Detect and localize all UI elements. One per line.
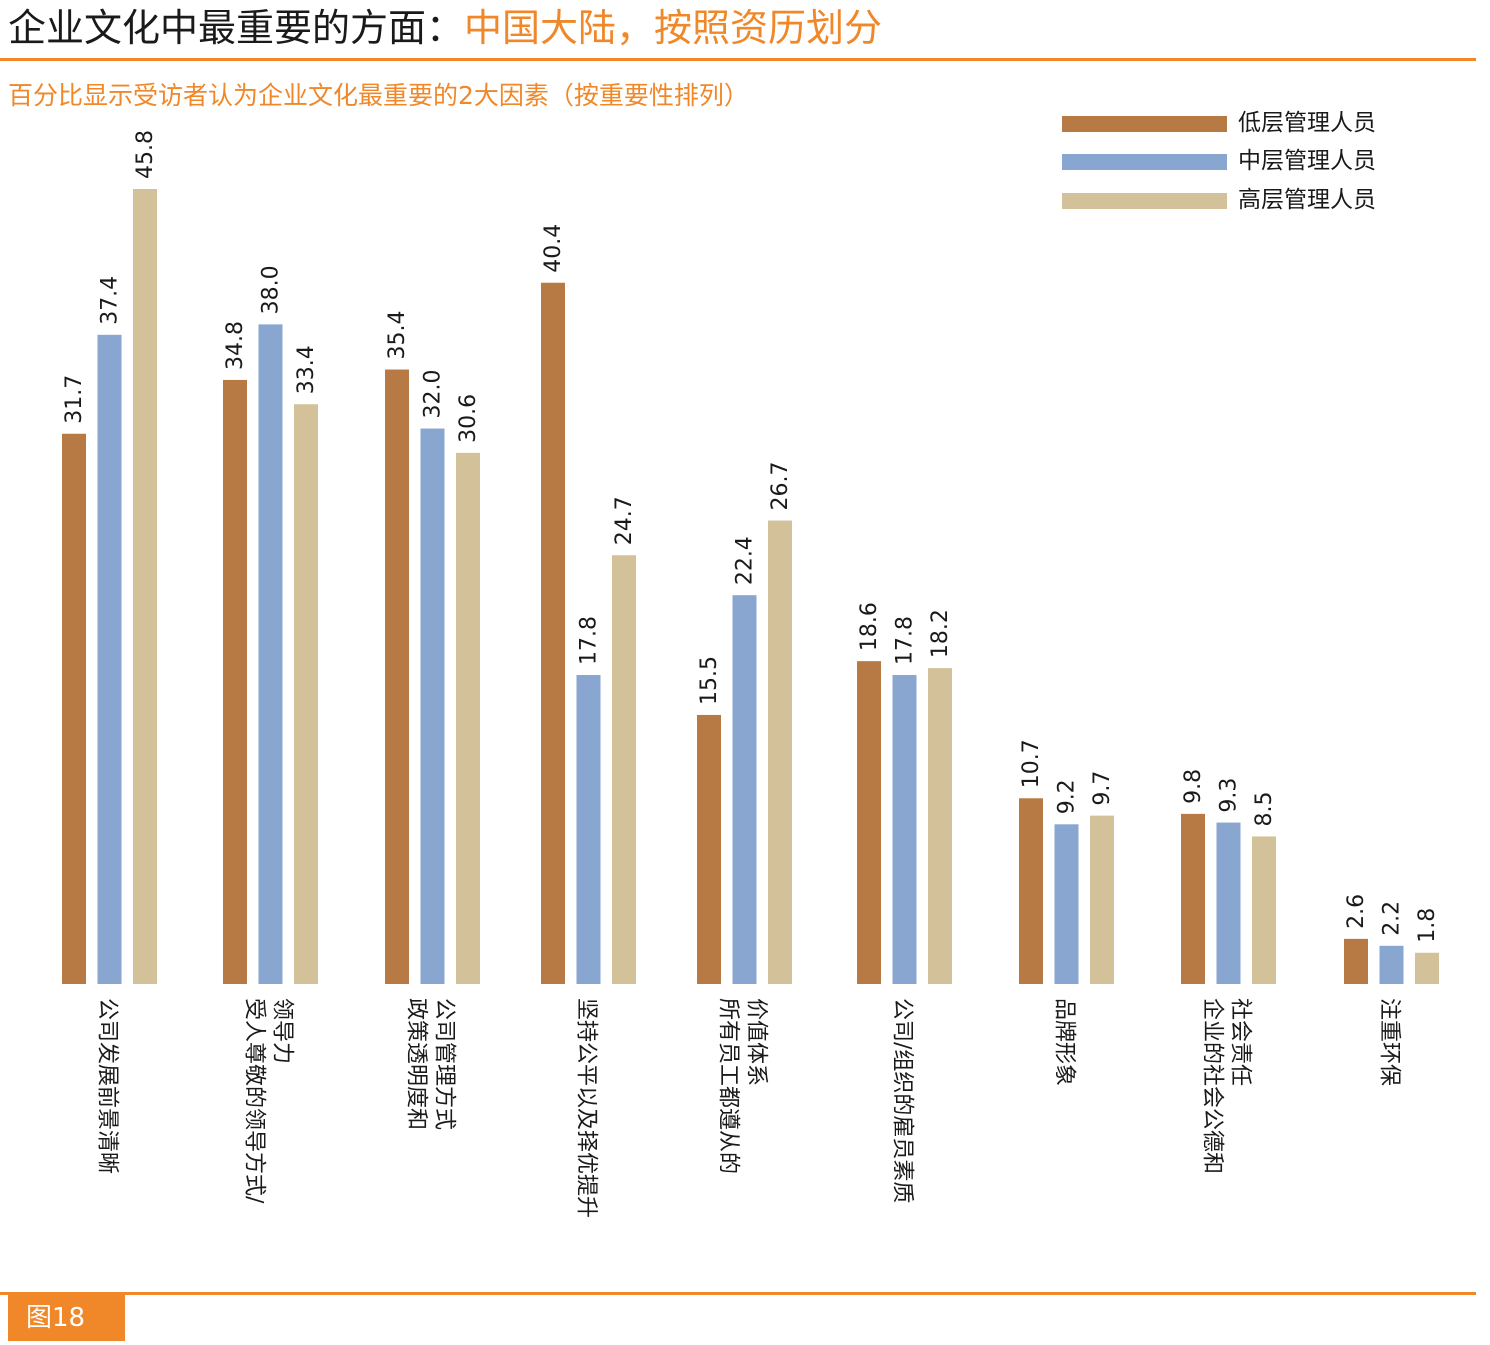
bar-chart: 31.7 37.4 45.8 公司发展前景清晰 34.8 38.0 33.4 受人尊敬的领导方… bbox=[62, 130, 1440, 1218]
bar-junior-7 bbox=[1019, 798, 1043, 984]
value-label-middle-9: 2.2 bbox=[1380, 901, 1405, 936]
value-label-junior-1: 31.7 bbox=[62, 375, 87, 424]
value-label-junior-8: 9.8 bbox=[1181, 769, 1206, 804]
value-label-middle-3: 32.0 bbox=[421, 370, 446, 419]
category-label-3-line-1: 政策透明度和 bbox=[404, 998, 429, 1130]
category-label-5-line-2: 价值体系 bbox=[744, 998, 769, 1086]
bar-middle-3 bbox=[420, 428, 445, 984]
category-label-8-line-2: 社会责任 bbox=[1228, 998, 1253, 1086]
bar-senior-6 bbox=[928, 668, 952, 984]
category-label-4: 坚持公平以及择优提升 bbox=[574, 998, 599, 1218]
bar-junior-6 bbox=[857, 661, 881, 984]
value-label-senior-5: 26.7 bbox=[768, 462, 793, 511]
category-label-9: 注重环保 bbox=[1377, 998, 1402, 1086]
bar-middle-1 bbox=[97, 334, 122, 984]
bar-middle-9 bbox=[1379, 945, 1404, 984]
category-label-2-line-1: 受人尊敬的领导方式/ bbox=[242, 998, 267, 1204]
bar-junior-8 bbox=[1181, 813, 1205, 984]
bar-middle-6 bbox=[892, 675, 917, 984]
value-label-middle-7: 9.2 bbox=[1055, 779, 1080, 814]
value-label-senior-4: 24.7 bbox=[612, 496, 637, 545]
bar-junior-2 bbox=[223, 379, 247, 985]
legend-label-junior: 低层管理人员 bbox=[1238, 110, 1376, 136]
value-label-middle-4: 17.8 bbox=[577, 616, 602, 665]
category-label-8-line-1: 企业的社会公德和 bbox=[1200, 998, 1225, 1174]
value-label-senior-8: 8.5 bbox=[1252, 791, 1277, 826]
bar-middle-2 bbox=[258, 324, 283, 984]
category-label-1: 公司发展前景清晰 bbox=[95, 998, 120, 1174]
bar-senior-9 bbox=[1415, 952, 1439, 984]
bar-senior-3 bbox=[456, 452, 480, 985]
value-label-middle-2: 38.0 bbox=[259, 265, 284, 314]
value-label-senior-6: 18.2 bbox=[928, 609, 953, 658]
value-label-junior-3: 35.4 bbox=[385, 311, 410, 360]
value-label-senior-3: 30.6 bbox=[456, 394, 481, 443]
bar-middle-5 bbox=[732, 595, 757, 984]
value-label-senior-7: 9.7 bbox=[1090, 771, 1115, 806]
bar-senior-2 bbox=[294, 404, 318, 984]
chart-title-main: 企业文化中最重要的方面： bbox=[8, 6, 465, 50]
bar-middle-4 bbox=[576, 675, 601, 984]
legend-swatch-middle bbox=[1062, 154, 1227, 170]
legend-label-senior: 高层管理人员 bbox=[1238, 187, 1376, 213]
value-label-middle-5: 22.4 bbox=[733, 536, 758, 585]
chart-title-accent: 中国大陆，按照资历划分 bbox=[464, 6, 883, 50]
bar-senior-8 bbox=[1252, 836, 1276, 984]
legend-swatch-junior bbox=[1062, 116, 1227, 132]
value-label-middle-8: 9.3 bbox=[1217, 778, 1242, 813]
value-label-middle-6: 17.8 bbox=[893, 616, 918, 665]
bar-junior-1 bbox=[62, 433, 86, 984]
figure-label: 图18 bbox=[8, 1295, 125, 1341]
chart-title: 企业文化中最重要的方面：中国大陆，按照资历划分 bbox=[8, 2, 882, 54]
category-label-5-line-1: 所有员工都遵从的 bbox=[716, 998, 741, 1174]
bar-senior-7 bbox=[1090, 815, 1114, 984]
value-label-junior-9: 2.6 bbox=[1344, 894, 1369, 929]
category-label-7: 品牌形象 bbox=[1052, 998, 1077, 1086]
top-rule bbox=[0, 58, 1476, 61]
value-label-junior-5: 15.5 bbox=[697, 656, 722, 705]
legend-swatch-senior bbox=[1062, 193, 1227, 209]
legend-label-middle: 中层管理人员 bbox=[1238, 148, 1376, 174]
bar-junior-3 bbox=[385, 369, 409, 984]
bar-junior-4 bbox=[541, 282, 565, 984]
category-label-6: 公司/组织的雇员素质 bbox=[890, 998, 915, 1203]
bar-middle-8 bbox=[1216, 822, 1241, 984]
category-label-2-line-2: 领导力 bbox=[270, 998, 295, 1064]
value-label-senior-9: 1.8 bbox=[1415, 908, 1440, 943]
value-label-middle-1: 37.4 bbox=[98, 276, 123, 325]
bar-senior-1 bbox=[133, 189, 157, 984]
value-label-junior-4: 40.4 bbox=[541, 224, 566, 273]
bar-senior-4 bbox=[612, 555, 636, 984]
value-label-senior-2: 33.4 bbox=[294, 345, 319, 394]
value-label-junior-7: 10.7 bbox=[1019, 739, 1044, 788]
bar-junior-5 bbox=[697, 714, 721, 984]
chart-subtitle: 百分比显示受访者认为企业文化最重要的2大因素（按重要性排列） bbox=[8, 81, 749, 110]
category-label-3-line-2: 公司管理方式 bbox=[432, 998, 457, 1130]
value-label-senior-1: 45.8 bbox=[133, 130, 158, 179]
value-label-junior-2: 34.8 bbox=[223, 321, 248, 370]
bar-middle-7 bbox=[1054, 824, 1079, 984]
value-label-junior-6: 18.6 bbox=[857, 602, 882, 651]
bar-junior-9 bbox=[1344, 938, 1368, 984]
bar-senior-5 bbox=[768, 520, 792, 984]
bottom-rule bbox=[0, 1292, 1476, 1295]
